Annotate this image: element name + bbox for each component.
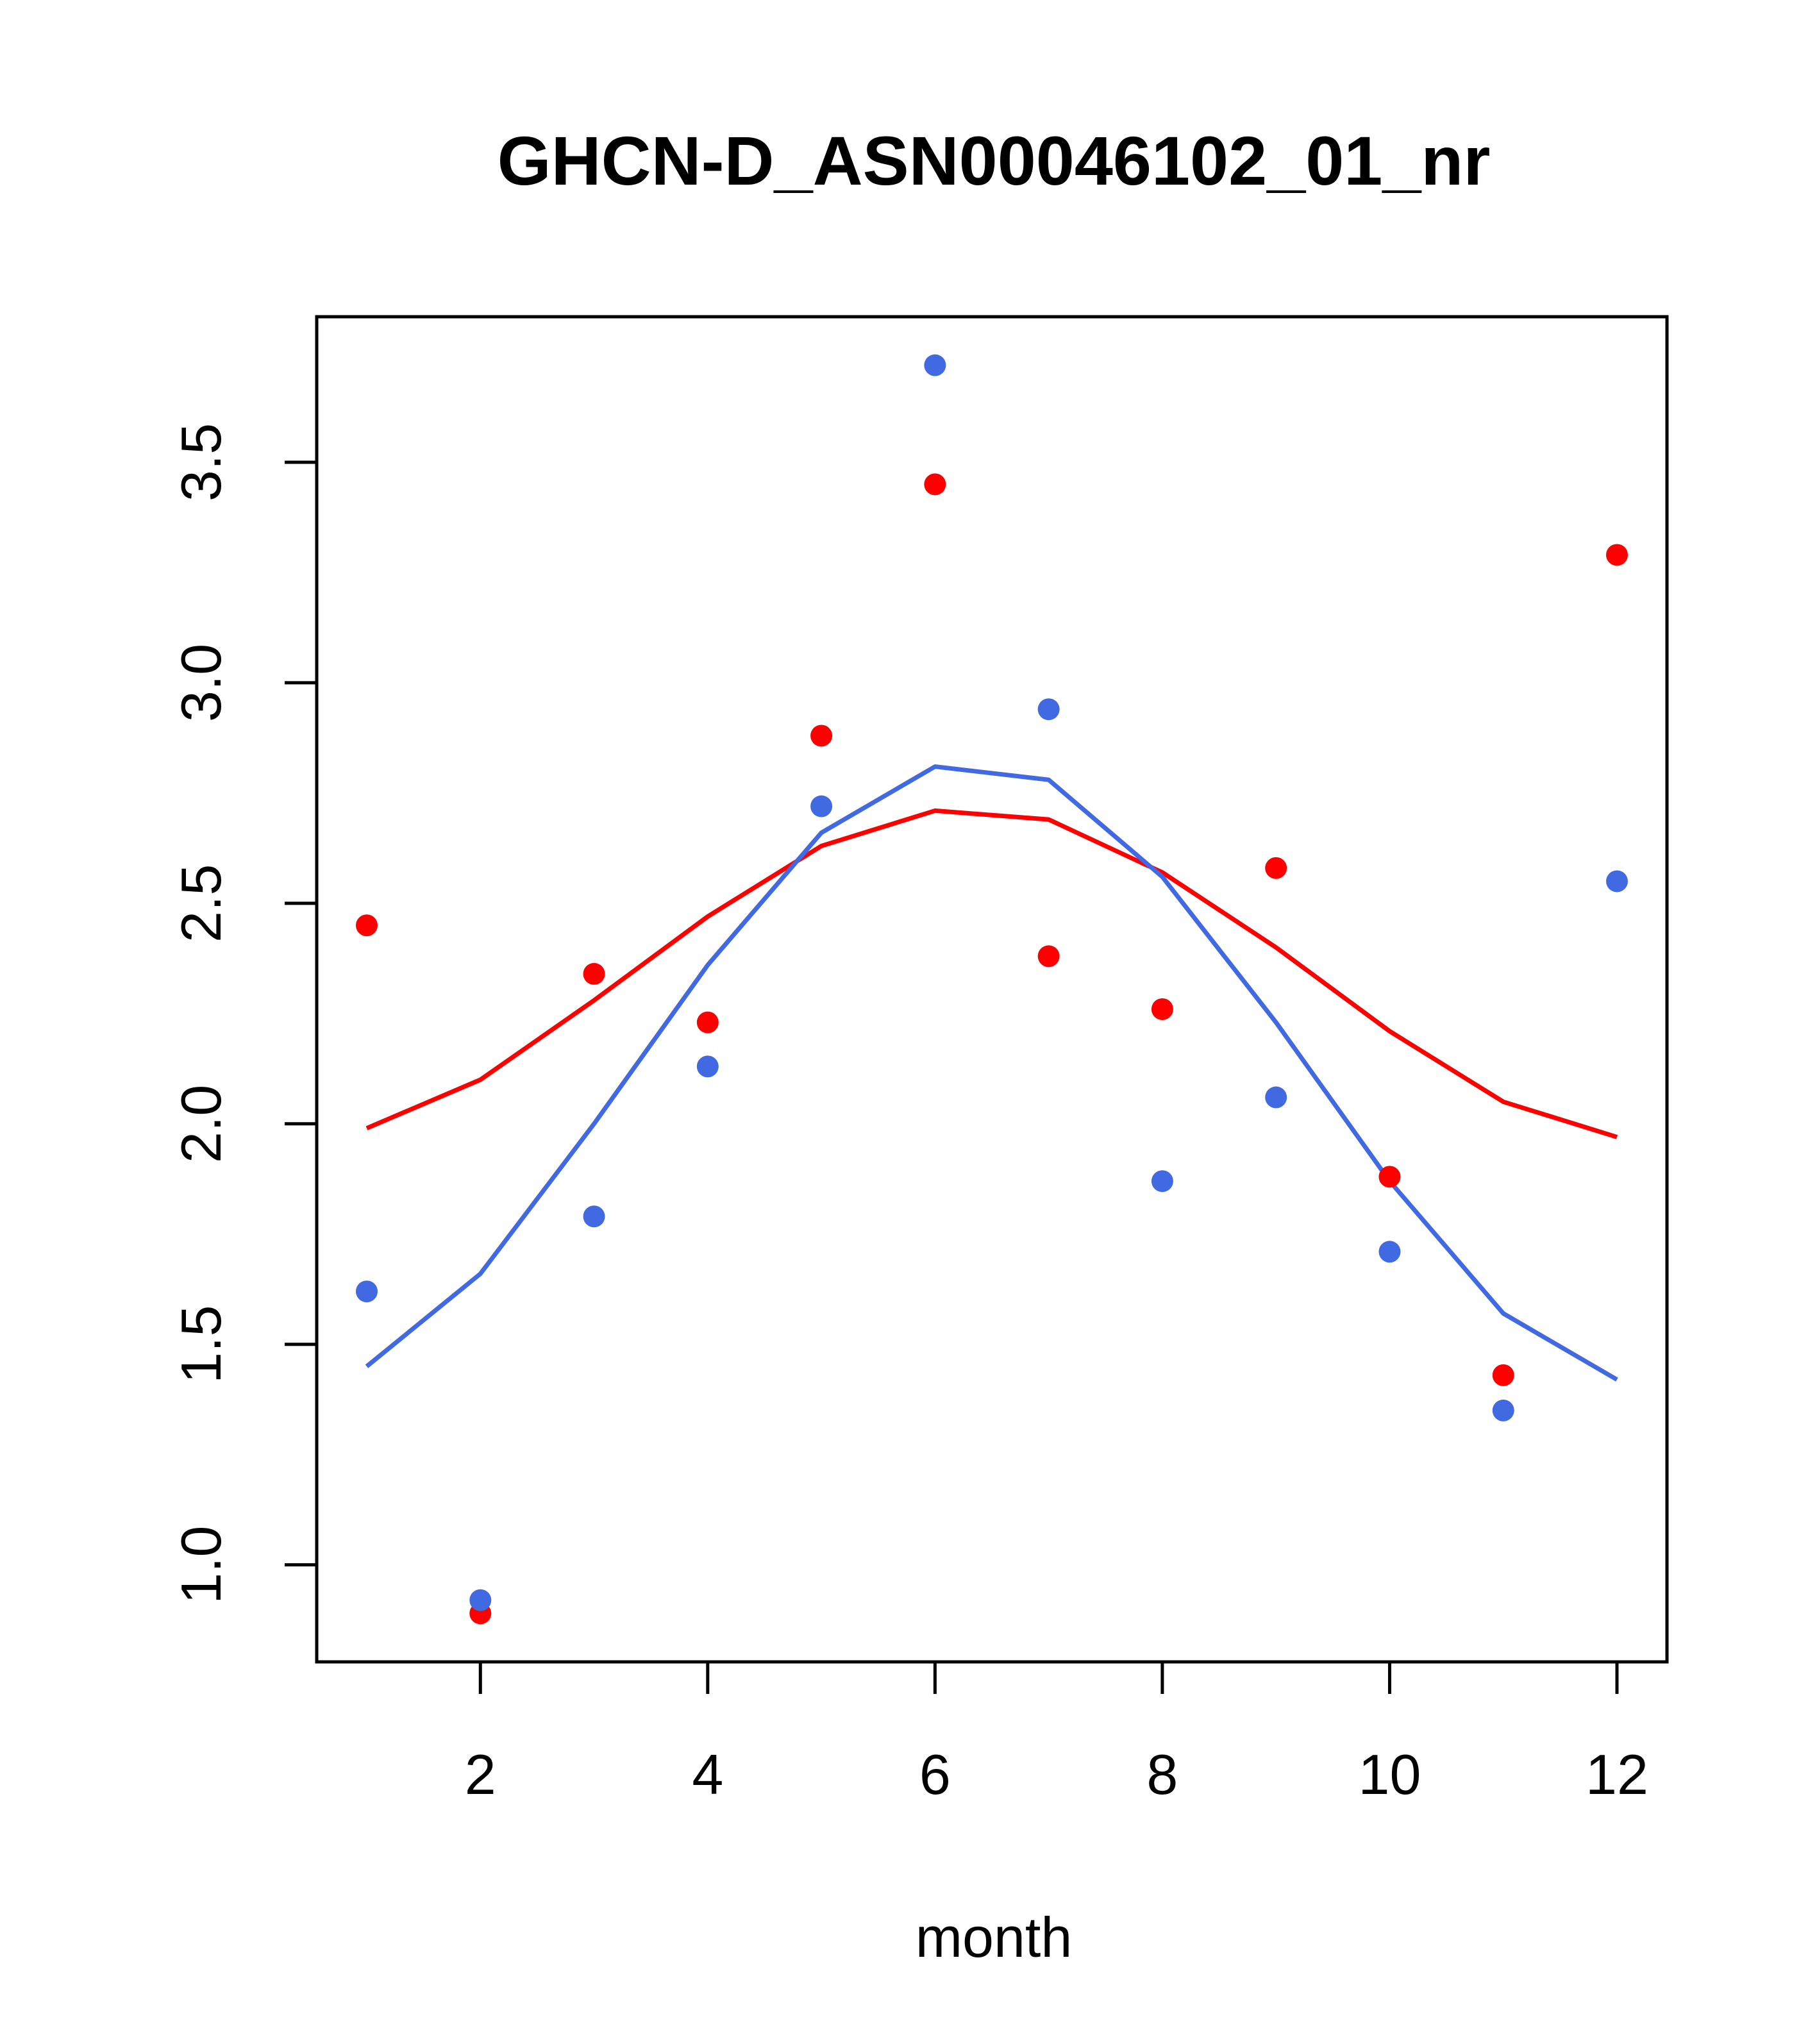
data-point-series-2 <box>1378 1241 1401 1263</box>
data-point-series-2 <box>583 1205 605 1228</box>
data-point-series-1 <box>356 914 378 937</box>
x-tick-label: 4 <box>692 1743 723 1806</box>
data-point-series-1 <box>1492 1364 1514 1386</box>
data-point-series-2 <box>696 1055 719 1078</box>
data-point-series-2 <box>469 1589 492 1611</box>
chart-title: GHCN-D_ASN00046102_01_nr <box>498 122 1491 199</box>
y-axis: 1.0 1.5 2.0 2.5 3.0 3.5 <box>169 423 317 1604</box>
x-axis-title: month <box>916 1906 1073 1969</box>
data-point-series-1 <box>583 962 605 985</box>
y-tick-label: 1.5 <box>169 1305 233 1384</box>
data-point-series-2 <box>1265 1086 1287 1109</box>
y-tick-label: 3.5 <box>169 423 233 501</box>
data-point-series-1 <box>1037 945 1060 968</box>
data-point-series-1 <box>696 1011 719 1034</box>
data-point-series-2 <box>1606 870 1628 892</box>
y-tick-label: 2.5 <box>169 864 233 942</box>
data-point-series-2 <box>924 354 946 376</box>
data-point-series-2 <box>1492 1399 1514 1421</box>
data-point-series-2 <box>356 1280 378 1303</box>
data-point-series-1 <box>1151 998 1173 1020</box>
fit-line-series-1 <box>365 808 1618 1139</box>
x-tick-label: 12 <box>1586 1743 1648 1806</box>
x-axis: 2 4 6 8 10 12 <box>465 1662 1648 1806</box>
fit-lines <box>365 764 1618 1382</box>
fit-line-series-2 <box>365 764 1618 1382</box>
plot-frame <box>315 315 1669 1664</box>
x-tick-label: 8 <box>1146 1743 1178 1806</box>
data-point-series-1 <box>924 473 946 496</box>
data-point-series-1 <box>1265 857 1287 879</box>
data-point-series-2 <box>810 795 833 817</box>
x-tick-label: 6 <box>919 1743 951 1806</box>
y-tick-label: 3.0 <box>169 644 233 722</box>
data-point-series-2 <box>1037 698 1060 721</box>
data-point-series-2 <box>1151 1170 1173 1193</box>
y-tick-label: 1.0 <box>169 1525 233 1604</box>
x-tick-label: 2 <box>465 1743 496 1806</box>
data-point-series-1 <box>1378 1166 1401 1188</box>
x-tick-label: 10 <box>1359 1743 1421 1806</box>
data-points <box>356 354 1628 1625</box>
data-point-series-1 <box>810 725 833 747</box>
y-tick-label: 2.0 <box>169 1085 233 1163</box>
data-point-series-1 <box>1606 544 1628 566</box>
